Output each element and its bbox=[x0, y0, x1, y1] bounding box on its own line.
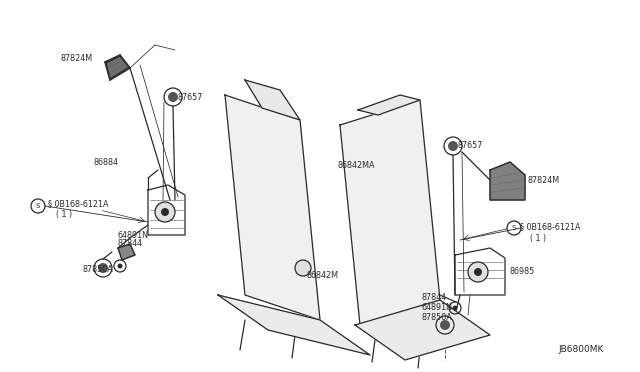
Text: 64891N: 64891N bbox=[422, 302, 453, 311]
Text: 87850A: 87850A bbox=[422, 314, 452, 323]
Text: 86884: 86884 bbox=[93, 157, 118, 167]
Text: ( 1 ): ( 1 ) bbox=[530, 234, 546, 243]
Text: § 0B168-6121A: § 0B168-6121A bbox=[520, 222, 580, 231]
Text: 87824M: 87824M bbox=[60, 54, 92, 62]
Text: 86985: 86985 bbox=[510, 267, 535, 276]
Text: § 0B168-6121A: § 0B168-6121A bbox=[48, 199, 109, 208]
Text: S: S bbox=[36, 203, 40, 209]
Text: 64891N: 64891N bbox=[117, 231, 148, 240]
Circle shape bbox=[468, 262, 488, 282]
Circle shape bbox=[161, 208, 169, 216]
Text: 87850A: 87850A bbox=[82, 266, 113, 275]
Circle shape bbox=[440, 320, 450, 330]
Polygon shape bbox=[118, 244, 135, 260]
Text: ( 1 ): ( 1 ) bbox=[56, 209, 72, 218]
Text: 87657: 87657 bbox=[458, 141, 483, 150]
Polygon shape bbox=[225, 95, 320, 320]
Circle shape bbox=[295, 260, 311, 276]
Circle shape bbox=[98, 263, 108, 273]
Circle shape bbox=[118, 263, 122, 269]
Circle shape bbox=[452, 305, 458, 311]
Polygon shape bbox=[490, 162, 525, 200]
Text: 86842M: 86842M bbox=[307, 272, 339, 280]
Polygon shape bbox=[245, 80, 300, 120]
Text: 87844: 87844 bbox=[117, 240, 142, 248]
Circle shape bbox=[155, 202, 175, 222]
Text: 87824M: 87824M bbox=[528, 176, 560, 185]
Circle shape bbox=[474, 268, 482, 276]
Polygon shape bbox=[355, 300, 490, 360]
Text: 87657: 87657 bbox=[178, 93, 204, 102]
Polygon shape bbox=[218, 295, 370, 355]
Polygon shape bbox=[340, 100, 440, 325]
Polygon shape bbox=[358, 95, 420, 115]
Text: 86842MA: 86842MA bbox=[338, 160, 376, 170]
Text: S: S bbox=[511, 225, 516, 231]
Text: JB6800MK: JB6800MK bbox=[558, 346, 604, 355]
Circle shape bbox=[448, 141, 458, 151]
Circle shape bbox=[168, 92, 178, 102]
Text: 87844: 87844 bbox=[422, 292, 447, 301]
Polygon shape bbox=[106, 56, 129, 79]
